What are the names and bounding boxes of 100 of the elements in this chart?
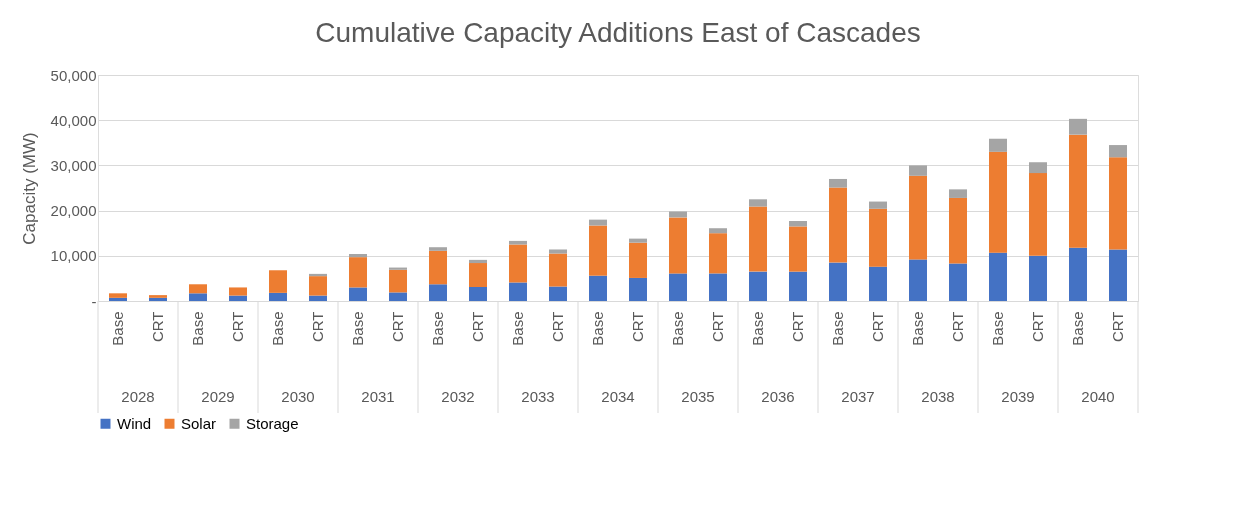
bar [429,250,447,285]
bar [909,175,927,260]
x-tick-label: Base [989,311,1006,346]
bar [1069,118,1087,135]
x-tick-label: Base [509,311,526,346]
bar [869,208,887,267]
bar [669,217,687,274]
bar [1109,249,1127,301]
bar [829,187,847,263]
bar [829,178,847,188]
text: 2031 [361,388,395,405]
x-tick-label: Base [109,311,126,346]
x-tick-label: Base [189,311,206,346]
bar [509,244,527,283]
text: 2034 [601,388,635,405]
x-tick-label: CRT [709,311,726,343]
bar [909,259,927,301]
bar [469,259,487,264]
y-axis-title: Capacity (MW) [19,132,39,245]
chart-title: Cumulative Capacity Additions East of Cascades [315,17,921,48]
x-tick-label: CRT [1029,311,1046,343]
text: 2037 [841,388,875,405]
text: 2032 [441,388,475,405]
bar [349,253,367,258]
bar [709,273,727,301]
x-tick-label: CRT [469,311,486,343]
bar [469,263,487,287]
text: 2040 [1081,388,1115,405]
bar [1029,162,1047,174]
bar [349,257,367,288]
bar [949,189,967,198]
bar [709,233,727,274]
x-tick-label: CRT [949,311,966,343]
bar [589,219,607,226]
bar [1109,157,1127,250]
x-tick-label: Base [829,311,846,346]
text: 2035 [681,388,715,405]
bar [589,225,607,276]
x-tick-label: Base [1069,311,1086,346]
bar [989,252,1007,301]
x-tick-label: Base [269,311,286,346]
y-tick-label: 30,000 [50,156,97,174]
y-tick-label: 20,000 [50,202,97,220]
legend-label: Solar [181,414,217,432]
bar [269,270,287,293]
y-tick-label: 50,000 [50,66,97,84]
legend-label: Storage [246,414,299,432]
x-tick-label: CRT [789,311,806,343]
bar [629,238,647,243]
bar [909,165,927,176]
bar [789,226,807,272]
x-tick-label: CRT [549,311,566,343]
x-tick-label: Base [749,311,766,346]
bar [949,263,967,301]
x-tick-label: CRT [389,311,406,343]
bar [709,228,727,234]
text: 2039 [1001,388,1035,405]
legend-label: Wind [117,414,152,432]
x-tick-label: CRT [1109,311,1126,343]
x-tick-label: Base [669,311,686,346]
bar [469,286,487,301]
x-tick-label: CRT [869,311,886,343]
x-tick-label: CRT [629,311,646,343]
bar [1069,134,1087,248]
bar [229,287,247,296]
text: 2033 [521,388,555,405]
x-tick-label: Base [349,311,366,346]
bar [629,277,647,301]
bar [309,276,327,296]
bar [949,197,967,264]
bar [549,253,567,287]
bar [389,269,407,293]
bar [669,273,687,301]
y-tick-label: 10,000 [50,247,97,265]
bar [349,287,367,301]
bar [749,271,767,301]
text: 2030 [281,388,315,405]
bar [1029,255,1047,301]
bar [749,206,767,272]
x-tick-label: CRT [229,311,246,343]
bar [629,242,647,278]
bar [229,295,247,301]
text: 2028 [121,388,155,405]
bar [109,297,127,301]
bar [749,199,767,207]
y-tick-label: 40,000 [50,111,97,129]
x-tick-label: Base [589,311,606,346]
bar [549,249,567,254]
bar [389,292,407,301]
bar [1109,145,1127,158]
bar [1029,173,1047,256]
x-tick-label: CRT [309,311,326,343]
bar [869,201,887,209]
x-tick-label: Base [429,311,446,346]
bar [309,295,327,301]
bar [829,262,847,301]
bar [989,151,1007,253]
bar [509,240,527,245]
bar [869,266,887,301]
text: 2038 [921,388,955,405]
